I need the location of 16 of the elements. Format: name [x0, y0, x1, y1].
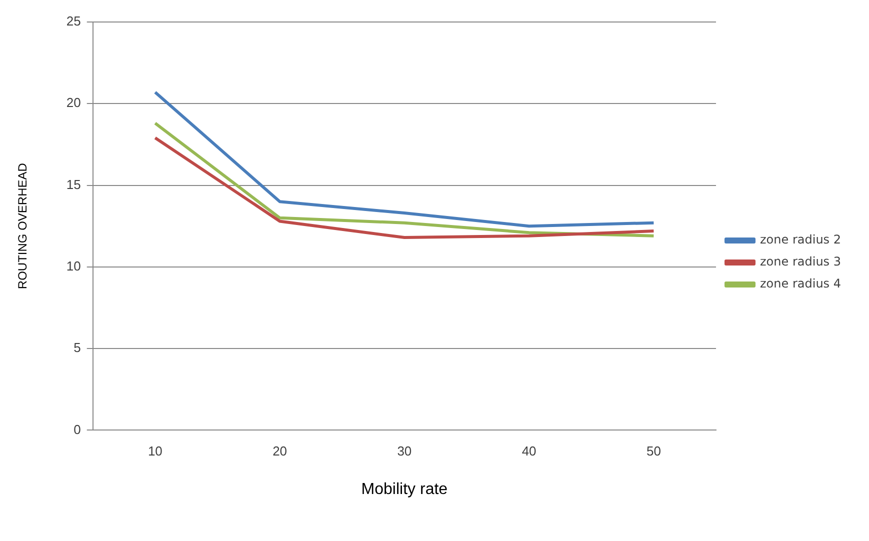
y-tick-label: 20 [66, 95, 81, 110]
x-tick-label: 50 [646, 444, 661, 459]
legend-label: zone radius 3 [760, 254, 842, 269]
y-tick-label: 15 [66, 176, 81, 192]
y-tick-label: 5 [74, 340, 81, 356]
y-axis-title: ROUTING OVERHEAD [16, 162, 30, 290]
y-tick-label: 25 [66, 14, 81, 29]
y-tick-label: 0 [74, 422, 81, 437]
x-axis-title: Mobility rate [361, 480, 448, 498]
x-tick-label: 40 [522, 444, 536, 459]
y-tick-label: 10 [66, 258, 81, 274]
legend-label: zone radius 4 [760, 276, 842, 291]
x-tick-label: 20 [272, 444, 288, 459]
legend-label: zone radius 2 [760, 232, 842, 247]
x-tick-label: 30 [397, 444, 412, 459]
x-tick-label: 10 [148, 444, 162, 459]
